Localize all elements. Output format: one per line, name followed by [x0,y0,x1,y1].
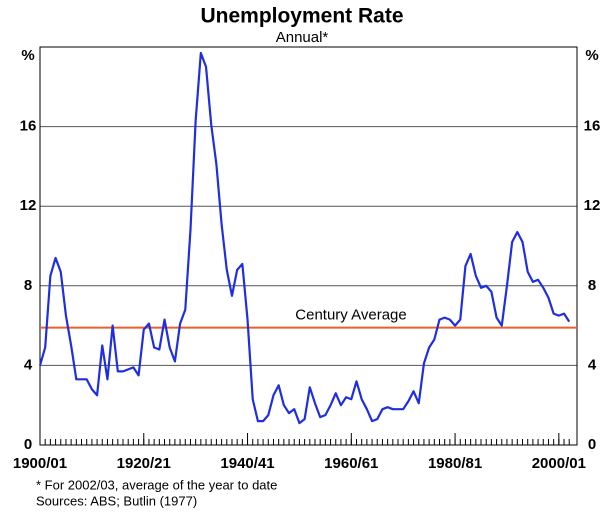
reference-label: Century Average [295,307,406,324]
y2-tick-label: 4 [588,356,597,373]
x-tick-label: 1940/41 [220,455,274,472]
y2-unit: % [585,47,598,64]
y2-tick-label: 12 [584,197,601,214]
y-tick-label: 4 [24,356,33,373]
y-tick-label: 16 [20,118,37,135]
y-unit: % [21,47,34,64]
x-tick-label: 1920/21 [117,455,171,472]
y2-tick-label: 16 [584,118,601,135]
x-tick-label: 1980/81 [428,455,482,472]
plot-frame [39,46,578,446]
y-tick-label: 8 [24,277,32,294]
x-tick-label: 1960/61 [324,455,378,472]
footnote: Sources: ABS; Butlin (1977) [36,493,197,508]
y-tick-label: 12 [20,197,37,214]
chart-subtitle: Annual* [276,29,329,46]
x-tick-label: 2000/01 [532,455,586,472]
x-tick-label: 1900/01 [13,455,67,472]
y2-tick-label: 0 [588,436,596,453]
y2-tick-label: 8 [588,277,596,294]
footnote: * For 2002/03, average of the year to da… [36,477,277,492]
data-line [38,51,571,425]
y-tick-label: 0 [24,436,32,453]
chart-title: Unemployment Rate [200,5,403,28]
